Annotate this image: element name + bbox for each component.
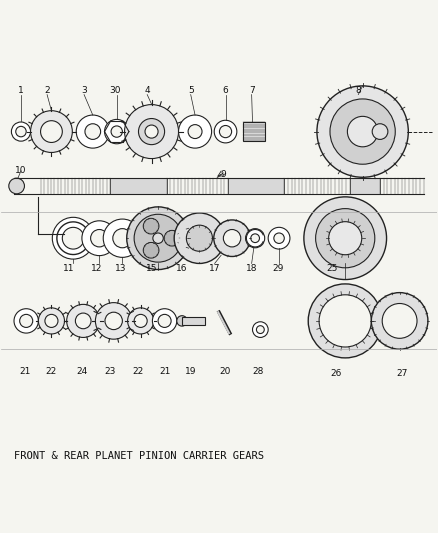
Circle shape: [95, 303, 132, 339]
Text: 18: 18: [246, 264, 258, 273]
Circle shape: [124, 104, 179, 158]
Circle shape: [253, 322, 268, 337]
Circle shape: [134, 314, 147, 327]
Circle shape: [85, 124, 101, 140]
Text: 5: 5: [188, 86, 194, 94]
Circle shape: [330, 99, 395, 164]
Bar: [182, 317, 205, 325]
Text: 22: 22: [133, 367, 144, 376]
Text: 1: 1: [18, 86, 24, 94]
Circle shape: [328, 222, 362, 255]
Circle shape: [20, 314, 33, 327]
Circle shape: [251, 234, 259, 243]
Circle shape: [82, 221, 117, 256]
Text: 26: 26: [331, 369, 342, 378]
Text: 11: 11: [63, 264, 74, 273]
Circle shape: [111, 126, 122, 137]
Circle shape: [62, 228, 84, 249]
Circle shape: [31, 111, 72, 152]
Text: 25: 25: [326, 264, 338, 273]
Text: 2: 2: [44, 86, 50, 94]
Circle shape: [382, 303, 417, 338]
Circle shape: [274, 233, 284, 244]
Circle shape: [223, 230, 241, 247]
Text: 7: 7: [249, 86, 254, 94]
Text: 30: 30: [109, 86, 120, 94]
Circle shape: [186, 225, 212, 251]
Circle shape: [347, 116, 378, 147]
Bar: [110, 178, 167, 194]
Circle shape: [76, 115, 110, 148]
Circle shape: [14, 309, 39, 333]
Circle shape: [134, 214, 182, 262]
Circle shape: [153, 233, 163, 244]
Bar: [228, 178, 284, 194]
Text: 3: 3: [81, 86, 87, 94]
Circle shape: [103, 219, 141, 257]
Circle shape: [152, 309, 177, 333]
Circle shape: [319, 295, 371, 347]
Circle shape: [113, 229, 132, 248]
Circle shape: [256, 326, 264, 334]
Text: 16: 16: [176, 264, 188, 273]
Circle shape: [138, 118, 165, 144]
Text: 21: 21: [159, 367, 170, 376]
Text: 29: 29: [272, 264, 283, 273]
Text: 22: 22: [46, 367, 57, 376]
Circle shape: [174, 213, 225, 263]
Text: 27: 27: [396, 369, 407, 378]
Circle shape: [127, 308, 154, 334]
Text: 21: 21: [20, 367, 31, 376]
Circle shape: [164, 230, 180, 246]
Circle shape: [158, 314, 171, 327]
Circle shape: [45, 314, 58, 327]
Text: 24: 24: [76, 367, 88, 376]
Text: 28: 28: [252, 367, 264, 376]
Text: 19: 19: [185, 367, 197, 376]
Circle shape: [145, 125, 158, 138]
Text: 6: 6: [223, 86, 228, 94]
Circle shape: [177, 316, 187, 326]
Text: 23: 23: [105, 367, 116, 376]
Circle shape: [16, 126, 26, 137]
Circle shape: [39, 308, 64, 334]
Text: 9: 9: [220, 171, 226, 180]
Circle shape: [105, 312, 122, 329]
Circle shape: [214, 120, 237, 143]
Circle shape: [316, 208, 375, 268]
Circle shape: [371, 293, 428, 349]
Text: 15: 15: [146, 264, 157, 273]
Circle shape: [105, 119, 129, 144]
Text: 4: 4: [145, 86, 150, 94]
Circle shape: [9, 178, 25, 194]
Circle shape: [143, 219, 159, 234]
Circle shape: [308, 284, 382, 358]
Circle shape: [179, 115, 212, 148]
Circle shape: [75, 313, 91, 329]
Circle shape: [372, 124, 388, 140]
Bar: [350, 178, 380, 194]
Text: 17: 17: [209, 264, 220, 273]
Circle shape: [268, 228, 290, 249]
Bar: [243, 122, 265, 141]
Text: 10: 10: [15, 166, 27, 175]
Circle shape: [246, 229, 265, 248]
Text: 13: 13: [115, 264, 127, 273]
Circle shape: [41, 120, 62, 142]
Text: 20: 20: [220, 367, 231, 376]
Text: 12: 12: [92, 264, 103, 273]
Circle shape: [67, 304, 100, 337]
Text: 8: 8: [355, 86, 361, 94]
Circle shape: [127, 207, 189, 270]
Circle shape: [52, 217, 94, 259]
Circle shape: [143, 243, 159, 258]
Circle shape: [304, 197, 387, 279]
Circle shape: [11, 122, 31, 141]
Circle shape: [219, 125, 232, 138]
Text: FRONT & REAR PLANET PINION CARRIER GEARS: FRONT & REAR PLANET PINION CARRIER GEARS: [14, 451, 265, 461]
Circle shape: [91, 230, 108, 247]
Circle shape: [188, 125, 202, 139]
Circle shape: [317, 86, 408, 177]
Circle shape: [214, 220, 251, 256]
